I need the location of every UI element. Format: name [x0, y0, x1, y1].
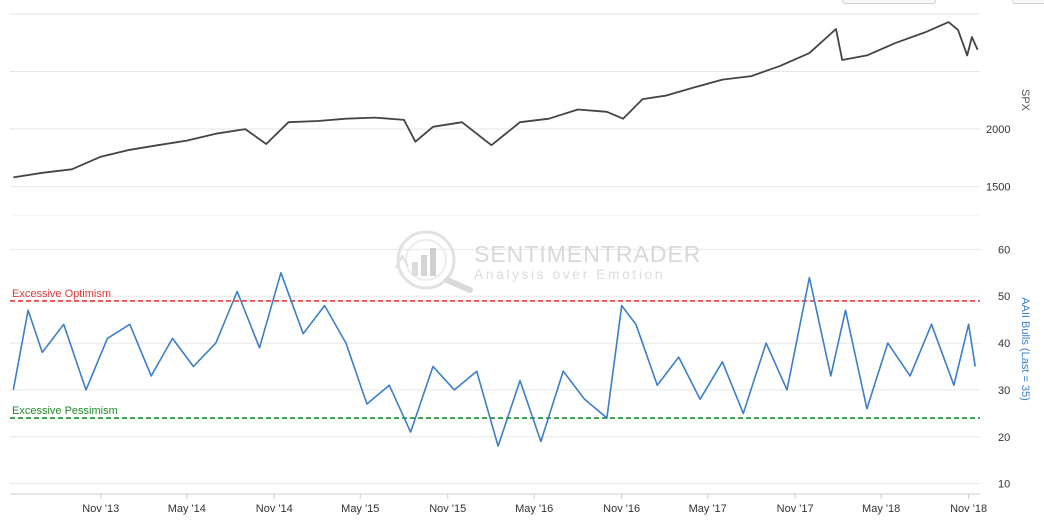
bulls-tick-label: 30 — [998, 385, 1010, 397]
spx-tick-label: 2000 — [986, 124, 1010, 136]
x-tick-label: Nov '17 — [777, 503, 814, 515]
x-tick-label: Nov '16 — [603, 503, 640, 515]
y-axes: 1500 2000 10 20 30 40 50 60 — [986, 124, 1010, 491]
spx-tick-label: 1500 — [986, 182, 1010, 194]
reference-label: Excessive Optimism — [12, 288, 111, 300]
watermark-subtitle: Analysis over Emotion — [474, 266, 665, 282]
bulls-axis-title: AAII Bulls (Last = 35) — [1019, 297, 1031, 401]
watermark: SENTIMENTRADER Analysis over Emotion — [395, 230, 701, 293]
spx-axis-title: SPX — [1019, 89, 1031, 112]
spx-series-line — [13, 21, 979, 179]
bulls-tick-label: 40 — [998, 338, 1010, 350]
series — [12, 21, 979, 447]
x-tick-label: Nov '15 — [429, 503, 466, 515]
watermark-title: SENTIMENTRADER — [474, 241, 701, 267]
x-tick-label: Nov '13 — [82, 503, 119, 515]
x-tick-label: Nov '14 — [256, 503, 293, 515]
bulls-tick-label: 60 — [998, 244, 1010, 256]
toolbar-button[interactable] — [1012, 0, 1044, 4]
x-tick-label: May '18 — [862, 503, 900, 515]
x-tick-label: May '16 — [515, 503, 553, 515]
x-axis: Nov '13 May '14 Nov '14 May '15 Nov '15 May '… — [10, 493, 987, 515]
bulls-series-line — [12, 272, 976, 447]
x-tick-label: May '14 — [168, 503, 206, 515]
magnifier-bar-chart-icon — [395, 230, 473, 293]
grid-lines — [10, 13, 980, 485]
bulls-tick-label: 20 — [998, 432, 1010, 444]
bulls-tick-label: 50 — [998, 291, 1010, 303]
reference-label: Excessive Pessimism — [12, 405, 118, 417]
x-tick-label: May '15 — [341, 503, 379, 515]
x-tick-label: May '17 — [689, 503, 727, 515]
toolbar-button[interactable] — [842, 0, 936, 4]
bulls-tick-label: 10 — [998, 479, 1010, 491]
x-tick-label: Nov '18 — [950, 503, 987, 515]
reference-lines: Excessive Optimism Excessive Pessimism — [10, 288, 980, 419]
